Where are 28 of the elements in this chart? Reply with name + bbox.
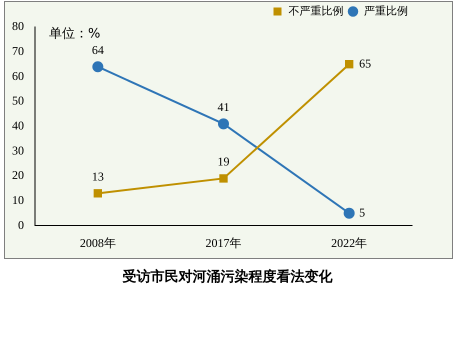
legend-label: 严重比例 bbox=[364, 4, 408, 18]
x-tick-label: 2022年 bbox=[331, 236, 368, 250]
y-tick-label: 20 bbox=[12, 168, 24, 182]
data-label: 13 bbox=[92, 169, 104, 184]
data-label: 5 bbox=[359, 205, 366, 220]
data-label: 64 bbox=[92, 42, 104, 57]
text: 受访市民对河涌污染程度看法变化 bbox=[122, 268, 334, 286]
data-label: 19 bbox=[218, 154, 230, 169]
y-tick-label: 10 bbox=[12, 192, 24, 207]
y-tick-label: 40 bbox=[12, 118, 24, 132]
x-tick-label: 2017年 bbox=[206, 236, 242, 250]
y-tick-label: 60 bbox=[12, 68, 24, 83]
point bbox=[94, 189, 102, 198]
x-tick-label: 2008年 bbox=[80, 236, 116, 250]
point bbox=[218, 118, 229, 130]
point bbox=[219, 174, 228, 183]
point bbox=[92, 61, 104, 72]
y-tick-label: 80 bbox=[12, 19, 24, 34]
data-label: 41 bbox=[218, 100, 230, 114]
annotation: 单位：% bbox=[49, 26, 100, 42]
data-label: 65 bbox=[359, 56, 372, 70]
legend-label: 不严重比例 bbox=[288, 4, 344, 18]
y-tick-label: 70 bbox=[12, 44, 24, 58]
point bbox=[344, 208, 355, 219]
point bbox=[344, 60, 354, 68]
y-tick-label: 50 bbox=[12, 94, 24, 108]
y-tick-label: 30 bbox=[12, 143, 24, 158]
y-tick-label: 0 bbox=[18, 218, 24, 232]
